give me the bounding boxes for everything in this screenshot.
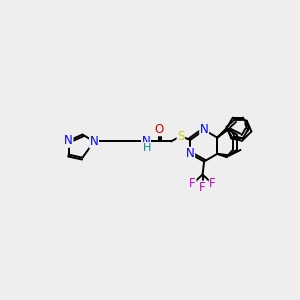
Text: F: F <box>189 177 196 190</box>
Text: F: F <box>199 181 206 194</box>
Text: N: N <box>186 147 195 160</box>
Text: S: S <box>177 130 184 142</box>
Text: N: N <box>142 135 150 148</box>
Text: N: N <box>90 135 98 148</box>
Text: N: N <box>200 123 208 136</box>
Text: N: N <box>64 134 73 147</box>
Text: H: H <box>142 143 151 153</box>
Text: O: O <box>154 123 164 136</box>
Text: F: F <box>209 177 216 190</box>
